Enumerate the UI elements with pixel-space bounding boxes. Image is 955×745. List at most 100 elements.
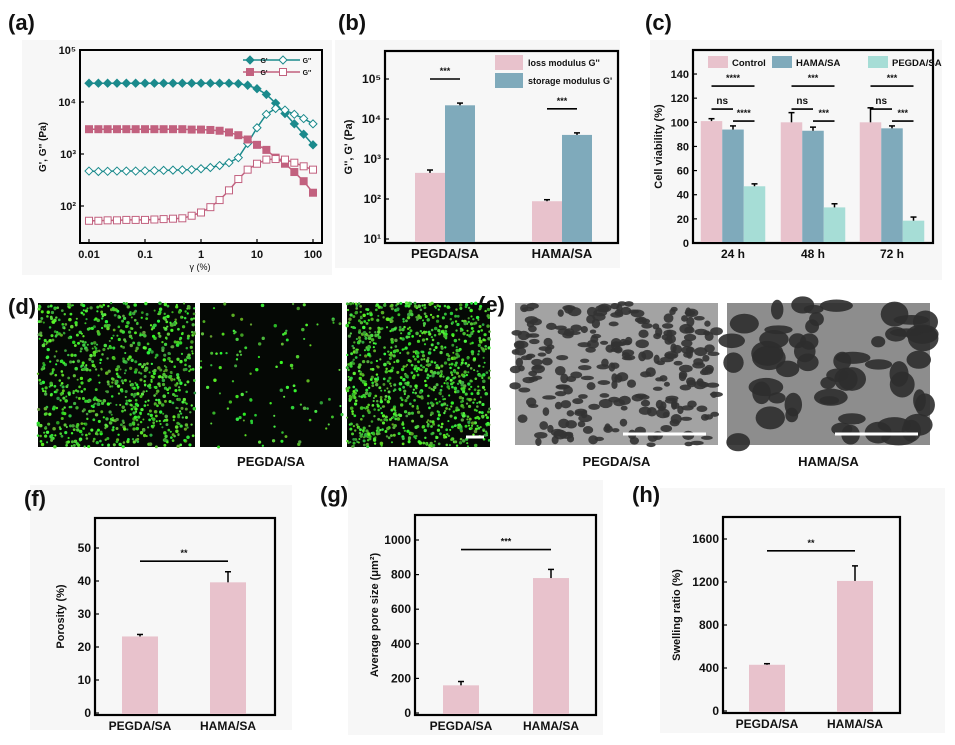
cell-dot [73, 439, 78, 444]
pore [660, 401, 667, 410]
cell-dot [60, 381, 64, 385]
cell-dot [476, 370, 479, 373]
pore [614, 374, 623, 383]
cell-dot [122, 345, 126, 349]
cell-dot [104, 320, 109, 324]
cell-dot [68, 329, 71, 332]
cell-dot [442, 375, 445, 378]
pore [511, 329, 523, 336]
pore [589, 329, 597, 334]
cell-dot [113, 308, 118, 312]
cell-dot [473, 443, 478, 448]
cell-dot [382, 382, 386, 386]
square-marker [187, 211, 196, 220]
pore [554, 325, 567, 330]
pore [652, 386, 663, 391]
cell-dot [372, 345, 375, 349]
cell-dot [126, 439, 130, 444]
pore [557, 309, 564, 317]
cell-dot [213, 378, 217, 382]
cell-dot [115, 417, 119, 422]
cell-dot [402, 378, 406, 382]
cell-dot [56, 420, 60, 425]
pore [588, 403, 600, 410]
cell-dot [358, 395, 361, 398]
cell-dot [355, 337, 359, 341]
cell-dot [192, 332, 196, 336]
cell-dot [302, 406, 307, 411]
cell-dot [421, 350, 425, 354]
cell-dot [56, 359, 59, 363]
cell-dot [171, 439, 175, 442]
pore [538, 346, 551, 351]
cell-dot [435, 366, 438, 370]
cell-dot [60, 359, 64, 363]
cell-dot [467, 371, 470, 374]
cell-dot [448, 363, 451, 366]
cell-dot [56, 396, 60, 401]
cell-dot [482, 437, 486, 441]
pore [706, 382, 720, 388]
cell-dot [109, 402, 112, 405]
cell-dot [403, 389, 407, 393]
cell-dot [443, 382, 446, 385]
cell-dot [156, 389, 160, 393]
cell-dot [467, 306, 471, 310]
pore [580, 358, 590, 363]
cell-dot [136, 434, 140, 437]
cell-dot [153, 368, 157, 373]
cell-dot [449, 428, 452, 431]
cell-dot [361, 429, 365, 432]
cell-dot [382, 377, 386, 381]
cell-dot [359, 428, 362, 432]
cell-dot [44, 426, 48, 429]
pore [542, 395, 556, 400]
cell-dot [487, 410, 490, 414]
cell-dot [353, 414, 357, 418]
pore [574, 408, 588, 415]
cell-dot [122, 427, 127, 431]
cell-dot [122, 421, 125, 424]
cell-dot [77, 341, 80, 345]
cell-dot [443, 304, 447, 308]
square-marker [159, 125, 168, 134]
cell-dot [134, 349, 138, 353]
cell-dot [129, 413, 132, 416]
cell-dot [39, 334, 43, 337]
legend-label: G'' [303, 70, 312, 77]
cell-dot [449, 378, 453, 382]
cell-dot [249, 323, 253, 326]
cell-dot [379, 418, 383, 422]
diamond-marker [289, 119, 300, 129]
cell-dot [126, 428, 129, 431]
square-marker [150, 125, 159, 134]
cell-dot [150, 378, 153, 382]
cell-dot [84, 322, 87, 325]
cell-dot [75, 406, 79, 410]
cell-dot [85, 364, 88, 367]
cell-dot [436, 417, 440, 421]
pore [638, 351, 647, 362]
cell-dot [70, 444, 73, 448]
cell-dot [137, 343, 141, 347]
cell-dot [431, 315, 435, 319]
cell-dot [415, 351, 420, 355]
cell-dot [235, 394, 239, 399]
cell-dot [449, 414, 453, 418]
cell-dot [240, 317, 244, 321]
cell-dot [428, 302, 432, 307]
pore [662, 411, 670, 418]
cell-dot [422, 441, 426, 445]
cell-dot [438, 400, 441, 403]
cell-dot [42, 389, 45, 393]
cell-dot [429, 420, 432, 423]
cell-dot [416, 355, 420, 359]
cell-dot [442, 398, 445, 401]
cell-dot [309, 344, 312, 347]
cell-dot [138, 362, 142, 366]
x-tick-label: 48 h [801, 247, 825, 261]
y-tick-label: 10⁵ [362, 72, 381, 86]
cell-dot [376, 318, 380, 322]
cell-dot [362, 426, 366, 430]
legend-label: G' [260, 70, 267, 77]
